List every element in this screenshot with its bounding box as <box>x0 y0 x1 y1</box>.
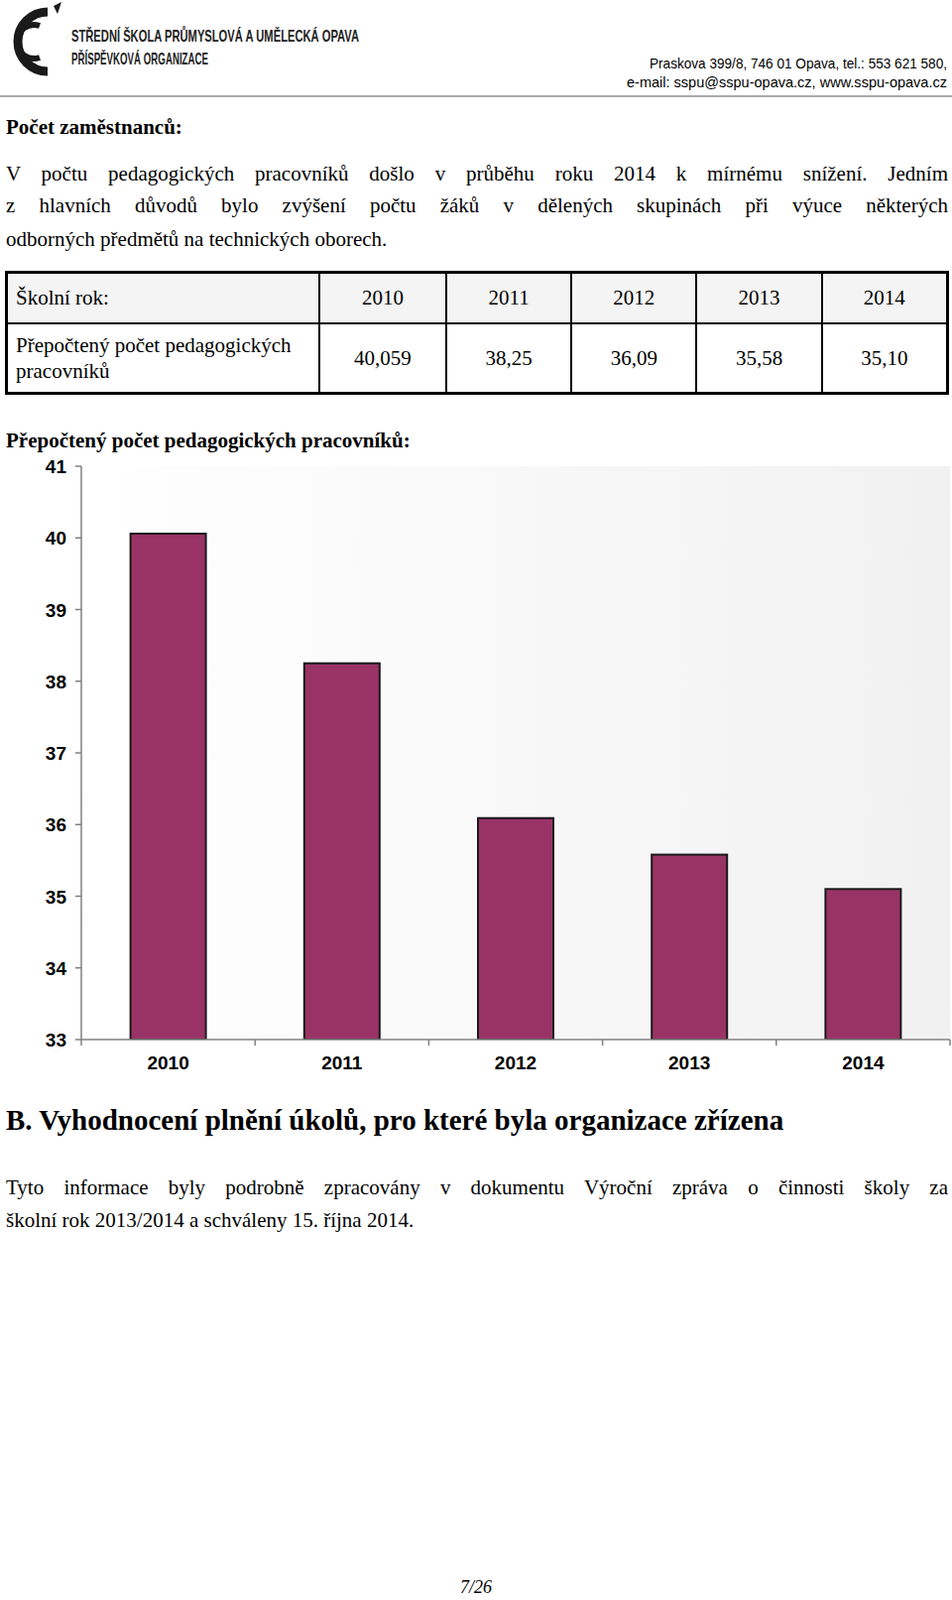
y-tick <box>75 608 82 611</box>
y-tick-label: 38 <box>45 671 67 693</box>
paragraph-line: V počtu pedagogických pracovníků došlo v… <box>5 161 949 186</box>
x-axis-line <box>81 1038 951 1041</box>
y-tick <box>75 680 82 683</box>
table-cell: 38,25 <box>446 323 572 394</box>
x-tick <box>80 1039 83 1046</box>
y-tick <box>75 1038 82 1041</box>
y-tick-label: 40 <box>45 527 67 549</box>
y-tick-label: 34 <box>45 957 68 979</box>
y-tick <box>75 537 82 540</box>
bars <box>130 533 902 1040</box>
y-tick-label: 41 <box>45 456 68 477</box>
x-tick <box>253 1039 256 1046</box>
logo-mark <box>53 1 62 14</box>
table-header-cell: 2010 <box>319 272 447 325</box>
table-row: Přepočtený počet pedagogických pracovník… <box>6 323 949 394</box>
y-tick-label: 35 <box>45 886 68 908</box>
section-heading: B. Vyhodnocení plnění úkolů, pro které b… <box>5 1103 784 1137</box>
y-tick <box>75 895 82 898</box>
table-cell: 35,10 <box>822 323 949 394</box>
logo-arc <box>17 11 48 72</box>
paragraph-line: Tyto informace byly podrobně zpracovány … <box>5 1175 949 1199</box>
y-axis: 33 34 35 36 37 38 39 40 41 <box>45 456 82 1051</box>
x-axis: 2010 2011 2012 2013 2014 <box>81 1039 951 1073</box>
y-tick-label: 33 <box>45 1029 67 1051</box>
bar <box>825 888 901 1040</box>
page-number: 7/26 <box>0 1576 952 1598</box>
bar <box>130 533 207 1040</box>
bar <box>304 663 380 1040</box>
table-header-row: Školní rok:20102011201220132014 <box>6 272 949 325</box>
table-header-cell: 2013 <box>696 272 822 325</box>
bar <box>651 854 727 1040</box>
chart-title: Přepočtený počet pedagogických pracovník… <box>5 428 411 454</box>
y-tick-label: 37 <box>45 742 67 764</box>
section-heading: Počet zaměstnanců: <box>5 115 183 140</box>
table-cell: 36,09 <box>571 323 697 394</box>
plot-area <box>81 466 951 1040</box>
header-rule <box>0 96 952 98</box>
data-table: Školní rok:20102011201220132014Přepočten… <box>4 270 950 395</box>
y-tick <box>75 966 82 969</box>
table-cell: 40,059 <box>319 323 447 394</box>
x-tick-label: 2014 <box>841 1052 885 1073</box>
y-tick-label: 36 <box>45 814 67 835</box>
table-cell: 35,58 <box>696 323 822 394</box>
table-cell: Přepočtený počet pedagogických pracovník… <box>6 323 320 394</box>
logo-arc <box>16 24 40 59</box>
x-tick <box>601 1039 604 1046</box>
table-header-cell: 2012 <box>571 272 697 325</box>
contact: e-mail: sspu@sspu-opava.cz, www.sspu-opa… <box>626 73 948 91</box>
page-header: STŘEDNÍ ŠKOLA PRŮMYSLOVÁ A UMĚLECKÁ OPAV… <box>0 0 952 100</box>
x-tick <box>949 1039 952 1046</box>
table-header-cell: 2011 <box>446 272 572 325</box>
x-tick-label: 2012 <box>494 1052 537 1073</box>
x-tick-label: 2010 <box>146 1052 189 1073</box>
paragraph-line: odborných předmětů na technických oborec… <box>5 227 949 251</box>
x-tick <box>775 1039 778 1046</box>
table-header-cell: 2014 <box>822 272 949 325</box>
paragraph-line: z hlavních důvodů bylo zvýšení počtu žák… <box>5 193 949 218</box>
x-tick-label: 2013 <box>668 1052 711 1073</box>
school-name: PŘÍSPĚVKOVÁ ORGANIZACE <box>71 49 209 69</box>
bar-chart: 33 34 35 36 37 38 39 40 41 2010 2011 2012 2013 2014 <box>0 451 952 1086</box>
table-header-cell: Školní rok: <box>6 272 320 325</box>
y-tick <box>75 824 82 827</box>
address: Praskova 399/8, 746 01 Opava, tel.: 553 … <box>649 54 948 72</box>
y-tick-label: 39 <box>45 599 67 621</box>
x-tick <box>428 1039 431 1046</box>
x-tick-label: 2011 <box>321 1052 363 1073</box>
school-name: STŘEDNÍ ŠKOLA PRŮMYSLOVÁ A UMĚLECKÁ OPAV… <box>71 25 359 46</box>
paragraph-line: školní rok 2013/2014 a schváleny 15. říj… <box>5 1207 949 1232</box>
y-tick <box>75 751 82 754</box>
y-tick <box>75 465 82 468</box>
bar <box>477 818 554 1040</box>
